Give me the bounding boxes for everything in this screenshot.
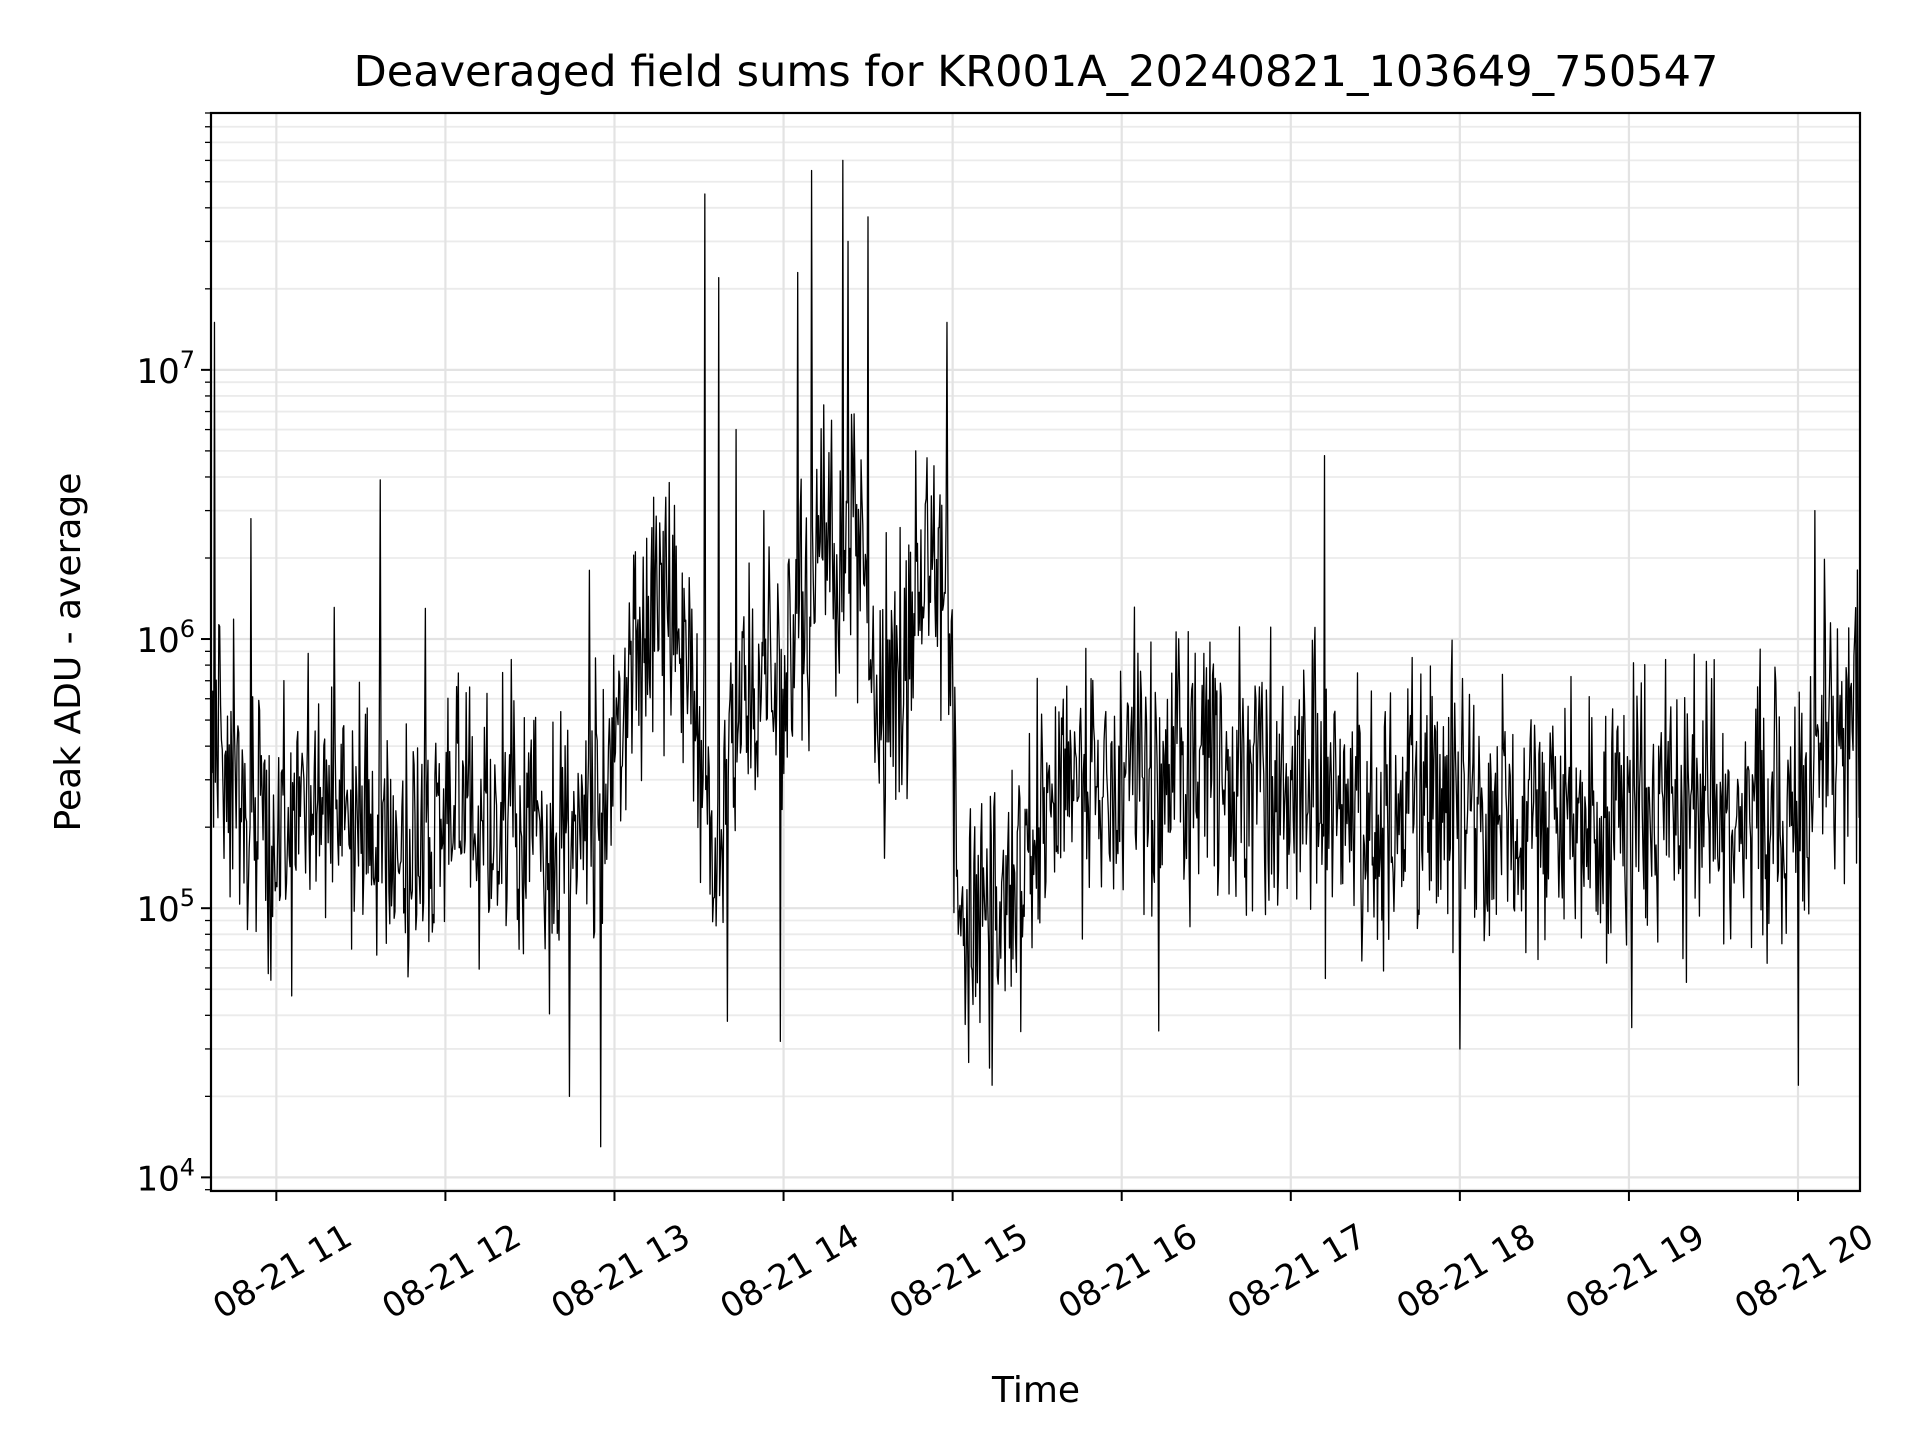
- series-line: [210, 159, 1861, 1148]
- y-tick-label-exponent: 5: [180, 884, 195, 912]
- y-tick-label-base: 10: [136, 890, 179, 930]
- y-tick-label: 105: [136, 884, 195, 930]
- y-tick-label-exponent: 4: [180, 1153, 195, 1181]
- chart-title: Deaveraged field sums for KR001A_2024082…: [354, 47, 1719, 97]
- y-tick-label: 104: [136, 1153, 195, 1199]
- series-layer: [210, 159, 1861, 1148]
- y-tick-label: 106: [136, 615, 195, 661]
- y-tick-label-base: 10: [136, 621, 179, 661]
- y-tick-label: 107: [136, 346, 195, 392]
- plot-frame: [209, 111, 1862, 1193]
- y-tick-label-base: 10: [136, 1159, 179, 1199]
- grid: [211, 112, 1860, 1191]
- y-tick-label-exponent: 7: [180, 346, 195, 374]
- x-axis-label: Time: [991, 1370, 1080, 1411]
- y-tick-label-exponent: 6: [180, 615, 195, 643]
- y-tick-label-base: 10: [136, 352, 179, 392]
- y-axis-label: Peak ADU - average: [48, 473, 89, 832]
